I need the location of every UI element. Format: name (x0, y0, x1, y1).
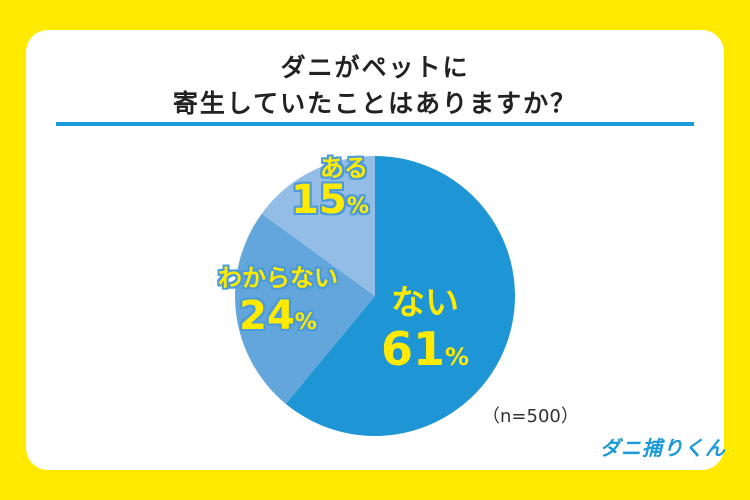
title-line-2: 寄生していたことはありますか？ (172, 89, 578, 118)
label-wakaranai-pct: 24% (239, 293, 317, 339)
label-wakaranai: わからない 24% (198, 266, 358, 336)
label-nai-pct: 61% (380, 322, 470, 376)
pie-slice-0 (285, 156, 515, 436)
pie-slice-1 (235, 213, 375, 404)
title-underline (56, 122, 694, 126)
label-aru-name: ある (320, 154, 368, 182)
label-aru: ある 15% (280, 156, 380, 220)
pie-slice-2 (261, 156, 375, 296)
chart-title: ダニがペットに 寄生していたことはありますか？ (0, 50, 750, 122)
label-wakaranai-name: わからない (218, 264, 338, 292)
sample-size-note: （n=500） (482, 406, 579, 427)
title-line-1: ダニがペットに (280, 53, 470, 82)
label-nai: ない 61% (375, 286, 475, 372)
label-nai-name: ない (391, 283, 459, 323)
label-aru-pct: 15% (291, 177, 369, 223)
brand-logo: ダニ捕りくん (600, 436, 726, 460)
